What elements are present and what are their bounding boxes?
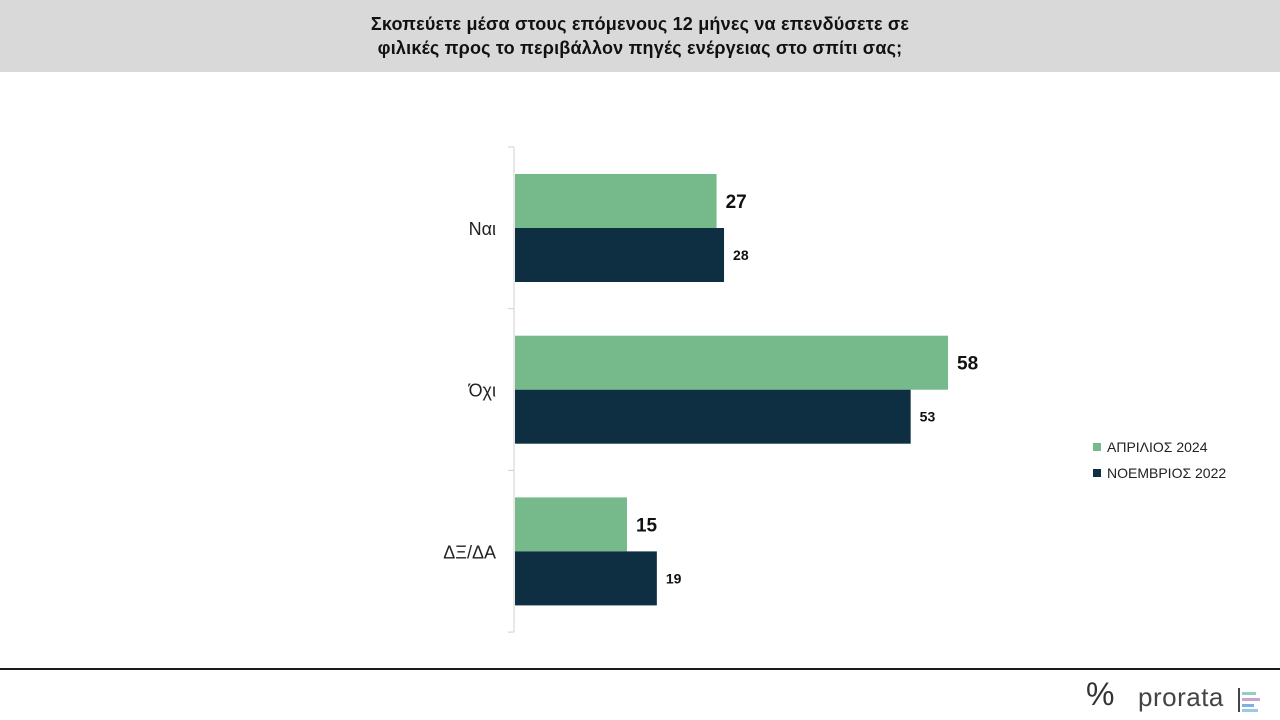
logo-bars-icon (1238, 688, 1260, 712)
legend-label-november-2022: ΝΟΕΜΒΡΙΟΣ 2022 (1107, 465, 1227, 481)
category-label: Όχι (468, 381, 496, 401)
legend-item-april-2024: ΑΠΡΙΛΙΟΣ 2024 (1093, 434, 1226, 460)
bar (515, 335, 948, 390)
data-label: 53 (920, 409, 936, 425)
data-label: 19 (666, 570, 682, 586)
data-label: 15 (636, 515, 658, 536)
category-label: ΔΞ/ΔΑ (443, 542, 496, 562)
logo-wordmark: prorata (1138, 682, 1224, 712)
bar (515, 497, 627, 552)
legend-swatch-november-2022 (1093, 469, 1101, 477)
prorata-logo: % prorata (1086, 676, 1266, 716)
bar (515, 551, 657, 606)
bar (515, 174, 717, 228)
footer-divider (0, 668, 1280, 670)
data-label: 28 (733, 247, 749, 263)
chart-title-line-2: φιλικές προς το περιβάλλον πηγές ενέργει… (377, 38, 903, 58)
data-label: 27 (726, 192, 747, 213)
bar (515, 228, 725, 282)
category-label: Ναι (469, 219, 496, 239)
chart-legend: ΑΠΡΙΛΙΟΣ 2024 ΝΟΕΜΒΡΙΟΣ 2022 (1093, 434, 1226, 486)
chart-header: Σκοπεύετε μέσα στους επόμενους 12 μήνες … (0, 0, 1280, 72)
chart-title-line-1: Σκοπεύετε μέσα στους επόμενους 12 μήνες … (370, 14, 910, 34)
legend-item-november-2022: ΝΟΕΜΒΡΙΟΣ 2022 (1093, 460, 1226, 486)
logo-percent-symbol: % (1086, 676, 1115, 712)
legend-swatch-april-2024 (1093, 443, 1101, 451)
data-label: 58 (957, 354, 978, 375)
bar (515, 389, 911, 444)
legend-label-april-2024: ΑΠΡΙΛΙΟΣ 2024 (1107, 439, 1208, 455)
